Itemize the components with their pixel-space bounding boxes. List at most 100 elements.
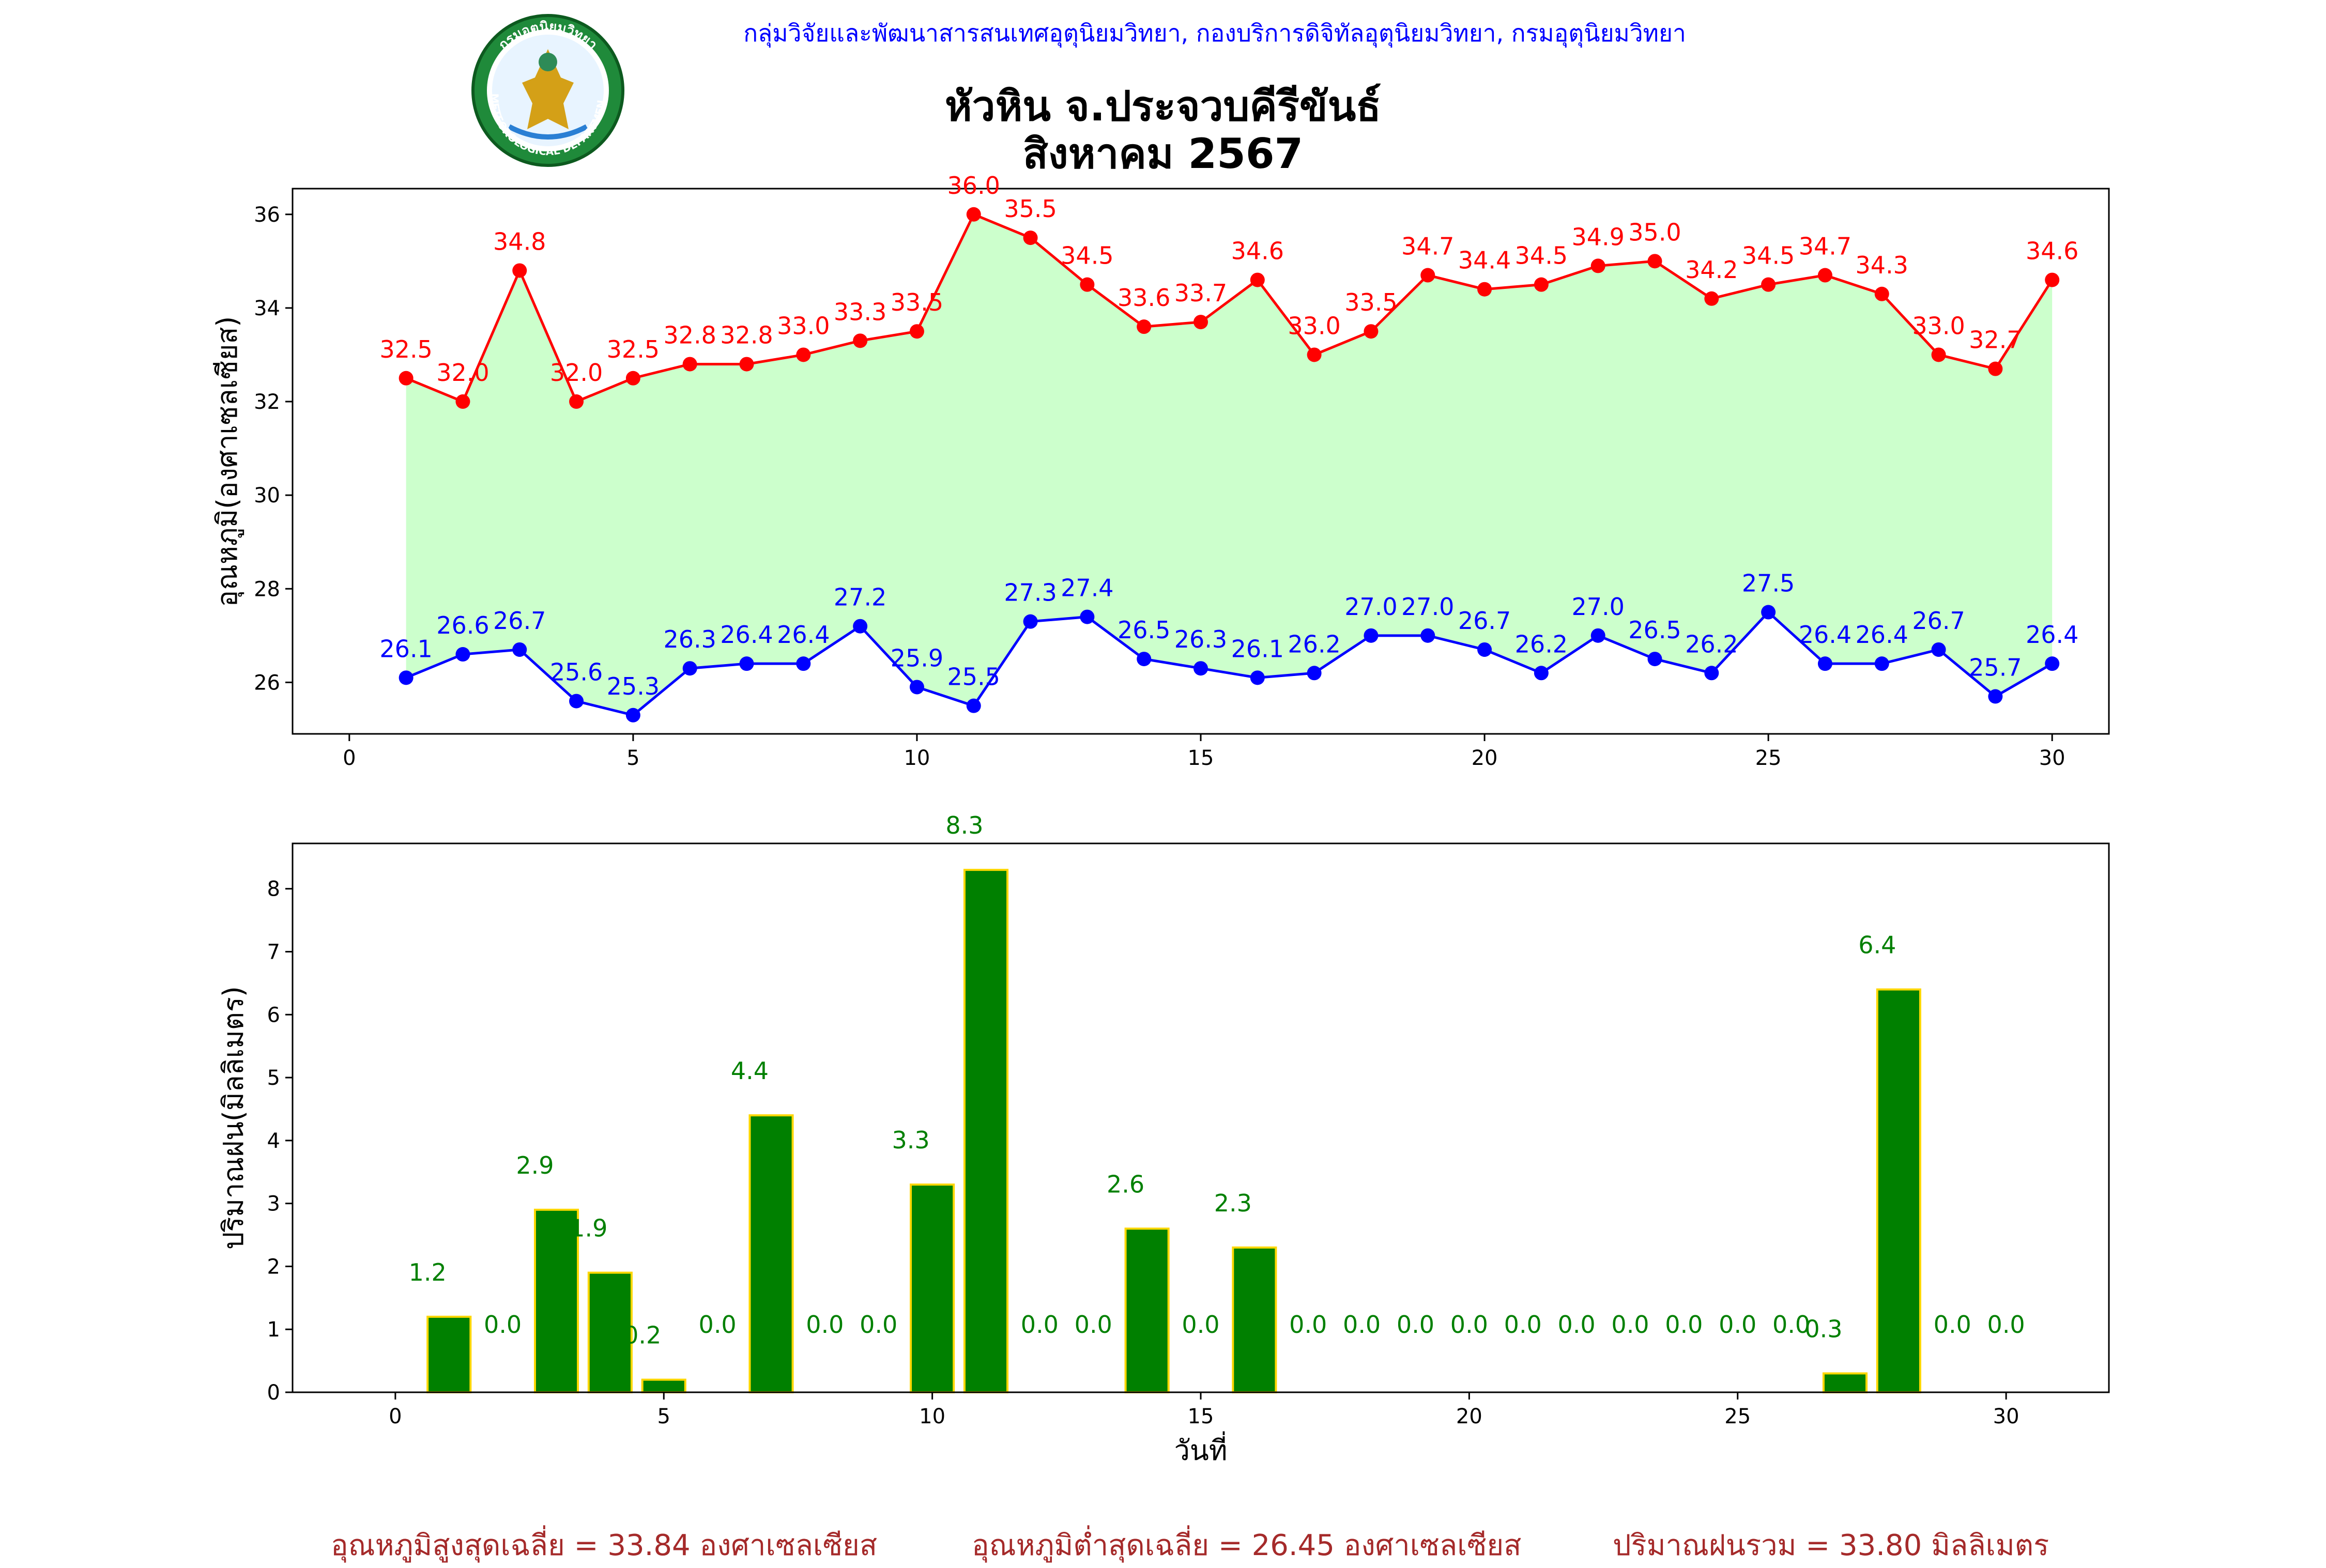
temperature-x-tick-label: 20 — [1472, 746, 1498, 770]
rainfall-label: 0.0 — [1289, 1311, 1327, 1339]
rainfall-y-tick-label: 0 — [267, 1381, 280, 1405]
rainfall-y-tick-label: 5 — [267, 1066, 280, 1090]
min-temperature-label: 26.4 — [720, 621, 773, 649]
min-temperature-point — [1874, 656, 1889, 671]
min-temperature-label: 25.3 — [607, 672, 660, 700]
rainfall-label: 8.3 — [945, 811, 983, 839]
temperature-x-tick-label: 30 — [2039, 746, 2065, 770]
rainfall-label: 0.0 — [484, 1311, 522, 1339]
min-temperature-point — [1704, 666, 1719, 681]
min-temperature-point — [2045, 656, 2060, 671]
max-temperature-point — [1080, 277, 1095, 292]
rainfall-y-tick-label: 8 — [267, 878, 280, 901]
temperature-y-tick-label: 28 — [254, 577, 280, 601]
rainfall-label: 3.3 — [892, 1126, 929, 1154]
min-temperature-point — [1477, 642, 1492, 657]
temperature-y-tick-label: 30 — [254, 484, 280, 508]
max-temperature-point — [1193, 315, 1208, 330]
rainfall-bar — [641, 1378, 686, 1393]
max-temperature-label: 32.0 — [436, 359, 489, 387]
min-temperature-label: 27.4 — [1061, 574, 1113, 602]
rainfall-label: 6.4 — [1858, 931, 1896, 959]
rainfall-x-tick-label: 30 — [1993, 1405, 2019, 1428]
min-temperature-point — [853, 619, 868, 634]
max-temperature-label: 34.9 — [1571, 223, 1624, 251]
min-temperature-point — [1420, 628, 1435, 643]
min-temperature-point — [399, 670, 414, 685]
rainfall-x-tick-label: 5 — [657, 1405, 670, 1428]
rainfall-label: 0.0 — [1397, 1311, 1434, 1339]
max-temperature-label: 34.8 — [493, 227, 546, 255]
min-temperature-label: 26.2 — [1685, 630, 1738, 658]
min-temperature-point — [1647, 652, 1662, 667]
rainfall-label: 0.3 — [1804, 1315, 1842, 1343]
rainfall-label: 0.0 — [860, 1311, 897, 1339]
max-temperature-label: 33.3 — [834, 298, 886, 326]
max-temperature-label: 34.5 — [1515, 242, 1568, 270]
min-temperature-label: 27.3 — [1004, 579, 1057, 607]
temperature-y-tick-label: 26 — [254, 671, 280, 695]
min-temperature-point — [1988, 689, 2003, 704]
max-temperature-label: 33.5 — [1344, 288, 1397, 316]
max-temperature-point — [739, 357, 754, 372]
rainfall-y-tick-label: 7 — [267, 940, 280, 964]
month-title: สิงหาคม 2567 — [1022, 130, 1304, 178]
max-temperature-point — [966, 207, 981, 222]
max-temperature-point — [1307, 347, 1322, 362]
min-temperature-label: 27.0 — [1571, 593, 1624, 621]
min-temperature-label: 26.3 — [1174, 625, 1227, 653]
min-temperature-point — [796, 656, 811, 671]
rainfall-label: 0.0 — [1075, 1311, 1112, 1339]
max-temperature-point — [1250, 272, 1265, 287]
max-temperature-point — [1647, 254, 1662, 269]
rainfall-label: 0.0 — [1665, 1311, 1703, 1339]
temperature-chart: 32.532.034.832.032.532.8 32.8 33.033.3 33.5… — [211, 172, 2110, 770]
max-temperature-point — [1761, 277, 1776, 292]
max-temperature-label: 35.5 — [1004, 195, 1057, 223]
max-temperature-point — [1420, 268, 1435, 283]
min-temperature-label: 26.2 — [1288, 630, 1340, 658]
max-temperature-label: 32.7 — [1969, 326, 2022, 354]
rainfall-label: 0.0 — [1934, 1311, 1971, 1339]
max-temperature-label: 34.6 — [1231, 237, 1284, 265]
rainfall-label: 0.0 — [1182, 1311, 1219, 1339]
max-temperature-label: 32.8 — [663, 321, 716, 349]
rainfall-label: 0.0 — [1558, 1311, 1596, 1339]
max-temperature-label: 34.5 — [1742, 242, 1795, 270]
min-temperature-label: 26.4 — [777, 621, 830, 649]
temperature-y-tick-label: 32 — [254, 390, 280, 414]
temperature-x-tick-label: 5 — [626, 746, 639, 770]
max-temperature-label: 34.7 — [1401, 233, 1454, 260]
min-temperature-point — [1761, 605, 1776, 620]
min-temperature-point — [455, 647, 470, 662]
min-temperature-point — [1250, 670, 1265, 685]
rainfall-x-tick-label: 20 — [1456, 1405, 1482, 1428]
rainfall-x-tick-label: 25 — [1724, 1405, 1751, 1428]
max-temperature-point — [455, 394, 470, 409]
min-temperature-point — [512, 642, 527, 657]
max-temperature-label: 36.0 — [947, 172, 1000, 199]
temperature-range-fill — [406, 214, 2053, 715]
min-temperature-point — [1364, 628, 1379, 643]
max-temperature-point — [1817, 268, 1832, 283]
min-temperature-point — [1534, 666, 1549, 681]
temperature-x-tick-label: 15 — [1188, 746, 1214, 770]
min-temperature-point — [1590, 628, 1605, 643]
rainfall-label: 0.0 — [1611, 1311, 1649, 1339]
rainfall-label: 2.6 — [1107, 1170, 1144, 1198]
max-temperature-label: 33.0 — [777, 312, 830, 340]
rainfall-label: 2.9 — [516, 1151, 554, 1179]
rainfall-bar — [910, 1183, 955, 1394]
min-temperature-point — [739, 656, 754, 671]
min-temperature-label: 26.7 — [493, 607, 546, 635]
rainfall-label: 0.0 — [1987, 1311, 2025, 1339]
max-temperature-label: 33.0 — [1912, 312, 1965, 340]
min-temperature-label: 27.5 — [1742, 570, 1795, 597]
max-temperature-point — [1023, 230, 1038, 245]
temperature-y-tick-label: 36 — [254, 203, 280, 227]
min-temperature-point — [1137, 652, 1152, 667]
rainfall-bar — [1822, 1372, 1868, 1394]
max-temperature-point — [1988, 361, 2003, 376]
max-temperature-point — [1874, 286, 1889, 301]
max-temperature-label: 34.6 — [2026, 237, 2078, 265]
